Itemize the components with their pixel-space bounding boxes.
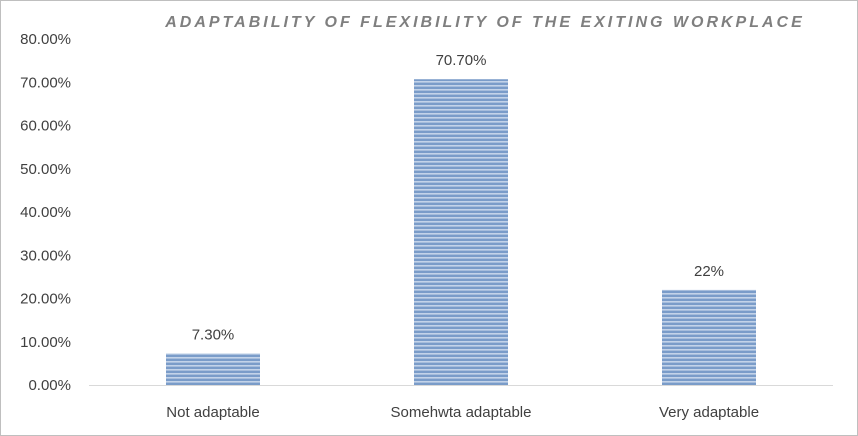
chart-title: ADAPTABILITY OF FLEXIBILITY OF THE EXITI… <box>164 14 805 31</box>
x-category-label: Very adaptable <box>659 404 759 421</box>
bar-very-adaptable <box>662 289 756 385</box>
y-tick-label: 60.00% <box>20 118 71 135</box>
x-category-label: Not adaptable <box>166 404 259 421</box>
data-label: 7.30% <box>192 326 235 343</box>
y-tick-label: 0.00% <box>28 377 71 394</box>
bar-somehwta-adaptable <box>414 79 508 385</box>
y-tick-label: 40.00% <box>20 204 71 221</box>
y-tick-label: 20.00% <box>20 291 71 308</box>
data-label: 70.70% <box>436 52 487 69</box>
data-label: 22% <box>694 263 724 280</box>
y-tick-label: 70.00% <box>20 74 71 91</box>
y-tick-label: 30.00% <box>20 247 71 264</box>
y-tick-label: 80.00% <box>20 31 71 48</box>
y-tick-label: 50.00% <box>20 161 71 178</box>
y-tick-label: 10.00% <box>20 334 71 351</box>
x-category-label: Somehwta adaptable <box>391 404 532 421</box>
bar-not-adaptable <box>166 353 260 385</box>
